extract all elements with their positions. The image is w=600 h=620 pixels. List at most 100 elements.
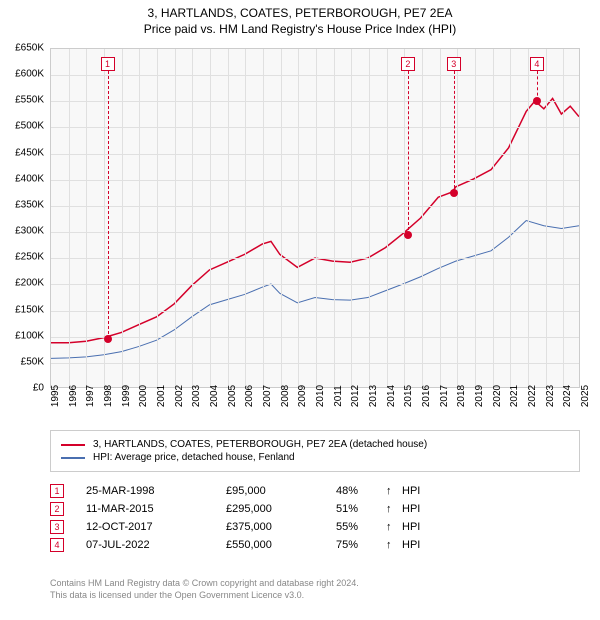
sales-row: 125-MAR-1998£95,00048%↑HPI xyxy=(50,484,580,498)
gridline-v xyxy=(546,49,547,387)
sales-date: 07-JUL-2022 xyxy=(86,539,226,551)
gridline-v xyxy=(493,49,494,387)
sales-row: 4 07-JUL-2022£550,00075%↑HPI xyxy=(50,538,580,552)
gridline-v xyxy=(298,49,299,387)
x-tick-label: 2005 xyxy=(227,385,238,407)
gridline-v xyxy=(422,49,423,387)
x-tick-label: 2009 xyxy=(297,385,308,407)
y-tick-label: £500K xyxy=(15,121,44,132)
sales-price: £550,000 xyxy=(226,539,336,551)
x-tick-label: 2015 xyxy=(403,385,414,407)
gridline-v xyxy=(192,49,193,387)
sales-number-box: 3 xyxy=(50,520,64,534)
gridline-v xyxy=(69,49,70,387)
gridline-h xyxy=(51,232,579,233)
sale-dash xyxy=(454,71,455,193)
gridline-v xyxy=(510,49,511,387)
x-tick-label: 1998 xyxy=(103,385,114,407)
y-axis-labels: £0£50K£100K£150K£200K£250K£300K£350K£400… xyxy=(0,48,48,388)
arrow-up-icon: ↑ xyxy=(386,521,402,533)
y-tick-label: £650K xyxy=(15,43,44,54)
x-tick-label: 2019 xyxy=(474,385,485,407)
gridline-v xyxy=(457,49,458,387)
x-tick-label: 2020 xyxy=(492,385,503,407)
sale-dash xyxy=(108,71,109,339)
sale-number-box: 4 xyxy=(530,57,544,71)
gridline-h xyxy=(51,101,579,102)
title-sub: Price paid vs. HM Land Registry's House … xyxy=(0,22,600,36)
x-tick-label: 2008 xyxy=(280,385,291,407)
x-tick-label: 2014 xyxy=(386,385,397,407)
y-tick-label: £50K xyxy=(21,356,44,367)
x-tick-label: 2024 xyxy=(562,385,573,407)
sales-hpi-label: HPI xyxy=(402,539,420,551)
sales-hpi-label: HPI xyxy=(402,485,420,497)
sales-number-box: 4 xyxy=(50,538,64,552)
gridline-h xyxy=(51,127,579,128)
y-tick-label: £200K xyxy=(15,278,44,289)
legend-row: HPI: Average price, detached house, Fenl… xyxy=(61,452,569,463)
series-line xyxy=(51,98,579,342)
arrow-up-icon: ↑ xyxy=(386,539,402,551)
sales-pct: 75% xyxy=(336,539,386,551)
gridline-v xyxy=(387,49,388,387)
sales-price: £375,000 xyxy=(226,521,336,533)
chart-area: 1234 xyxy=(50,48,580,388)
sale-marker xyxy=(533,97,541,105)
sale-marker xyxy=(404,231,412,239)
y-tick-label: £400K xyxy=(15,173,44,184)
y-tick-label: £550K xyxy=(15,95,44,106)
gridline-h xyxy=(51,363,579,364)
y-tick-label: £0 xyxy=(33,383,44,394)
series-line xyxy=(51,221,579,359)
y-tick-label: £450K xyxy=(15,147,44,158)
footer: Contains HM Land Registry data © Crown c… xyxy=(50,578,580,601)
x-tick-label: 1999 xyxy=(121,385,132,407)
x-tick-label: 2023 xyxy=(545,385,556,407)
sale-number-box: 2 xyxy=(401,57,415,71)
sales-date: 25-MAR-1998 xyxy=(86,485,226,497)
x-tick-label: 2010 xyxy=(315,385,326,407)
sales-number-box: 1 xyxy=(50,484,64,498)
y-tick-label: £300K xyxy=(15,226,44,237)
sale-marker xyxy=(104,335,112,343)
x-tick-label: 2000 xyxy=(138,385,149,407)
sales-row: 211-MAR-2015£295,00051%↑HPI xyxy=(50,502,580,516)
legend-label: 3, HARTLANDS, COATES, PETERBOROUGH, PE7 … xyxy=(93,439,427,450)
x-tick-label: 2021 xyxy=(509,385,520,407)
y-tick-label: £100K xyxy=(15,330,44,341)
gridline-h xyxy=(51,258,579,259)
sales-number-box: 2 xyxy=(50,502,64,516)
arrow-up-icon: ↑ xyxy=(386,503,402,515)
x-tick-label: 2006 xyxy=(244,385,255,407)
gridline-v xyxy=(528,49,529,387)
y-tick-label: £250K xyxy=(15,252,44,263)
y-tick-label: £600K xyxy=(15,69,44,80)
sale-marker xyxy=(450,189,458,197)
gridline-v xyxy=(404,49,405,387)
gridline-h xyxy=(51,154,579,155)
gridline-v xyxy=(86,49,87,387)
gridline-h xyxy=(51,284,579,285)
sales-pct: 51% xyxy=(336,503,386,515)
x-tick-label: 1995 xyxy=(50,385,61,407)
gridline-v xyxy=(563,49,564,387)
gridline-v xyxy=(122,49,123,387)
sales-date: 12-OCT-2017 xyxy=(86,521,226,533)
x-tick-label: 2018 xyxy=(456,385,467,407)
x-tick-label: 2012 xyxy=(350,385,361,407)
x-tick-label: 2003 xyxy=(191,385,202,407)
sales-price: £95,000 xyxy=(226,485,336,497)
gridline-v xyxy=(210,49,211,387)
gridline-v xyxy=(139,49,140,387)
sales-pct: 48% xyxy=(336,485,386,497)
x-tick-label: 2016 xyxy=(421,385,432,407)
gridline-v xyxy=(334,49,335,387)
gridline-v xyxy=(369,49,370,387)
gridline-v xyxy=(316,49,317,387)
legend-swatch xyxy=(61,444,85,446)
gridline-v xyxy=(228,49,229,387)
footer-line2: This data is licensed under the Open Gov… xyxy=(50,590,580,602)
gridline-h xyxy=(51,337,579,338)
gridline-v xyxy=(281,49,282,387)
